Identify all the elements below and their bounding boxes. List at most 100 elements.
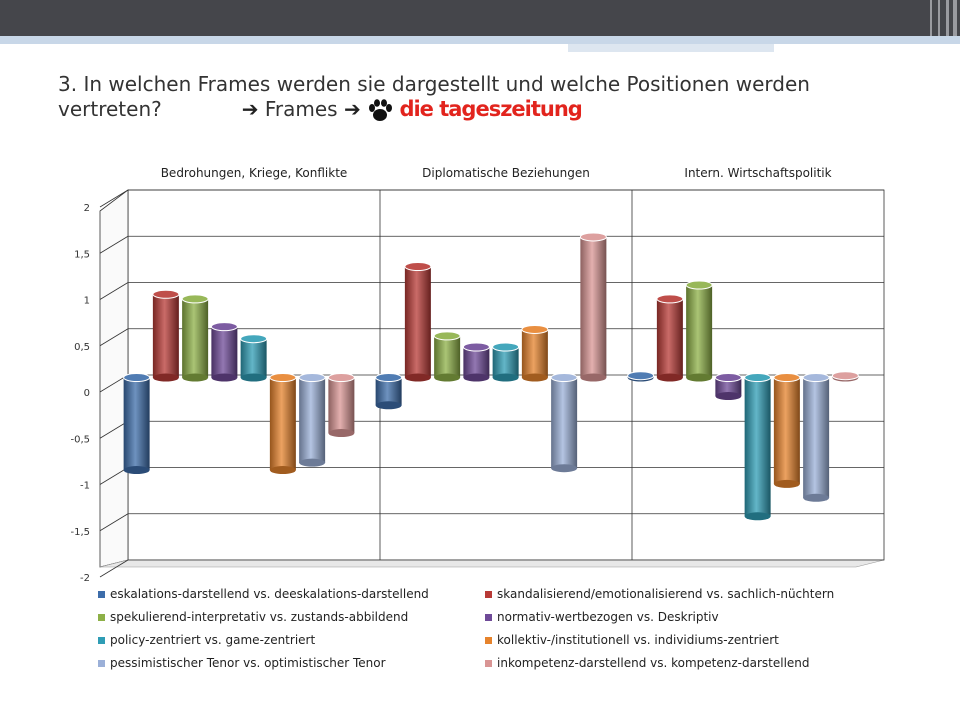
bar-base <box>656 373 683 382</box>
slide-accent-bar <box>0 36 960 44</box>
y-tick-label: 0,5 <box>74 342 90 353</box>
bar-cap <box>433 331 461 341</box>
arrow-right-icon-2: ➔ <box>343 97 361 121</box>
bar-cap <box>181 294 209 304</box>
bar-body <box>580 236 607 378</box>
bar-cap <box>831 371 859 381</box>
legend-item: normativ-wertbezogen vs. Deskriptiv <box>485 610 719 624</box>
bar-2-cat-1 <box>152 289 180 382</box>
bar-body <box>434 335 461 378</box>
bar-cap <box>627 371 655 381</box>
bar-body <box>182 298 209 378</box>
top-bar-stripe <box>946 0 949 36</box>
legend-item: inkompetenz-darstellend vs. kompetenz-da… <box>485 656 810 670</box>
bar-base <box>492 373 519 382</box>
legend-item: eskalations-darstellend vs. deeskalation… <box>98 587 429 601</box>
bar-base <box>299 458 326 467</box>
bar-cap <box>744 373 772 383</box>
legend-swatch <box>98 660 105 667</box>
bar-body <box>656 298 683 378</box>
category-labels: Bedrohungen, Kriege, Konflikte Diplomatis… <box>161 166 832 180</box>
bar-cap <box>152 289 180 299</box>
bar-body <box>773 377 800 484</box>
bar-base <box>744 512 771 521</box>
slide-accent-bar-secondary <box>568 44 774 52</box>
legend-swatch <box>485 660 492 667</box>
bar-body <box>463 347 490 378</box>
bar-body <box>152 294 179 378</box>
y-tick-label: 0 <box>84 388 90 399</box>
y-tick-label: -1,5 <box>70 527 90 538</box>
bar-base <box>123 466 150 475</box>
bar-body <box>686 285 713 378</box>
bar-base <box>404 373 431 382</box>
legend-label: normativ-wertbezogen vs. Deskriptiv <box>497 610 719 624</box>
legend-label: spekulierend-interpretativ vs. zustands-… <box>110 610 408 624</box>
plot-floor <box>99 559 885 568</box>
legend-swatch <box>485 591 492 598</box>
bar-cap <box>656 294 684 304</box>
slide-title: 3. In welchen Frames werden sie dargeste… <box>58 72 918 123</box>
bar-base <box>182 373 209 382</box>
bar-base <box>152 373 179 382</box>
legend-item: spekulierend-interpretativ vs. zustands-… <box>98 610 408 624</box>
bar-body <box>375 377 402 406</box>
bar-6-cat-3 <box>773 373 801 488</box>
legend-swatch <box>98 614 105 621</box>
bar-body <box>269 377 296 471</box>
bar-cap <box>462 342 490 352</box>
bar-6-cat-2 <box>521 324 549 382</box>
bar-4-cat-3 <box>714 373 742 401</box>
top-bar-stripe <box>953 0 957 36</box>
legend-label: pessimistischer Tenor vs. optimistischer… <box>110 656 386 670</box>
gridline-side <box>99 559 129 578</box>
bars <box>123 232 859 521</box>
bar-1-cat-2 <box>375 373 403 410</box>
bar-base <box>580 373 607 382</box>
legend-swatch <box>485 637 492 644</box>
bar-cap <box>375 373 403 383</box>
bar-body <box>521 329 548 378</box>
bar-body <box>404 266 431 378</box>
gridline-side <box>99 328 129 347</box>
bar-cap <box>714 373 742 383</box>
bar-chart: -2 -1,5 -1 -0,5 0 0,5 1 1,5 2 Bedrohungen, Krieg… <box>70 166 885 670</box>
bar-body <box>123 377 150 471</box>
y-tick-label: 1 <box>84 296 90 307</box>
bar-base <box>686 373 713 382</box>
bar-cap <box>802 373 830 383</box>
bar-base <box>803 493 830 502</box>
gridline-side <box>99 189 129 208</box>
bar-8-cat-3 <box>831 371 859 382</box>
bar-cap <box>298 373 326 383</box>
top-bar-stripe <box>930 0 932 36</box>
y-tick-label: -0,5 <box>70 434 90 445</box>
y-tick-label: -1 <box>80 481 90 492</box>
legend-swatch <box>98 591 105 598</box>
category-label: Bedrohungen, Kriege, Konflikte <box>161 166 348 180</box>
arrow-right-icon: ➔ <box>241 97 259 121</box>
taz-logo-text: die tageszeitung <box>399 97 582 121</box>
bar-body <box>744 377 771 517</box>
legend-item: skandalisierend/emotionalisierend vs. sa… <box>485 587 834 601</box>
legend-label: kollektiv-/institutionell vs. individium… <box>497 633 779 647</box>
bar-body <box>299 377 326 463</box>
slide-top-bar <box>0 0 960 36</box>
bar-6-cat-1 <box>269 373 297 475</box>
legend-label: policy-zentriert vs. game-zentriert <box>110 633 315 647</box>
bar-4-cat-2 <box>462 342 490 382</box>
bar-body <box>240 338 267 378</box>
bar-base <box>328 429 355 438</box>
bar-base <box>551 464 578 473</box>
bar-3-cat-3 <box>685 280 713 382</box>
bar-base <box>715 392 742 401</box>
slide-title-line1: 3. In welchen Frames werden sie dargeste… <box>58 72 810 96</box>
bar-5-cat-1 <box>240 334 268 382</box>
bar-base <box>773 479 800 488</box>
taz-paw-logo-icon <box>369 98 393 121</box>
slide-title-line2: vertreten? ➔ Frames ➔ die tageszeitung <box>58 97 918 123</box>
y-tick-label: 2 <box>84 203 90 214</box>
bar-cap <box>269 373 297 383</box>
bar-body <box>328 377 355 434</box>
legend-swatch <box>485 614 492 621</box>
